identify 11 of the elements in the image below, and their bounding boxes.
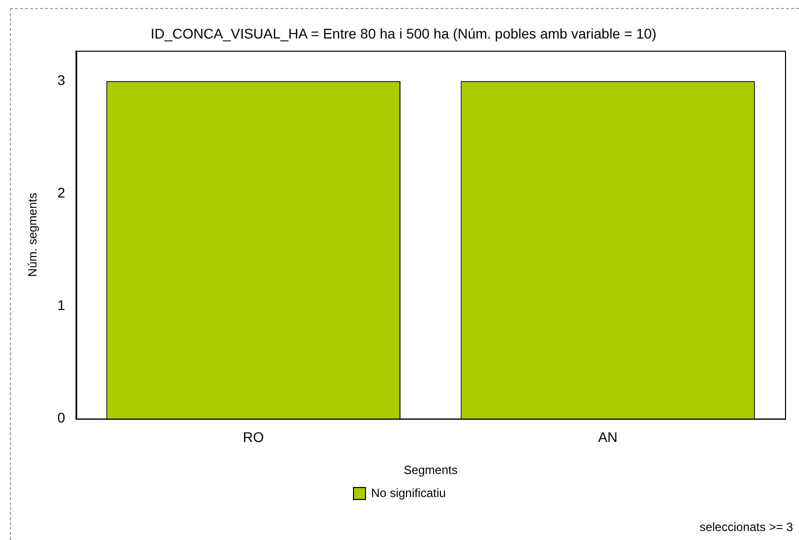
y-tick-label: 1 (57, 297, 66, 314)
text: seleccionats >= 3 (700, 520, 794, 534)
text: No significatiu (371, 486, 446, 500)
chart-title: ID_CONCA_VISUAL_HA = Entre 80 ha i 500 ha (Núm. pobles amb variable = 10) (150, 25, 656, 42)
x-axis-title: Segments (404, 463, 458, 478)
y-tick-label: 3 (57, 72, 66, 88)
y-axis-title: Núm. segments (26, 192, 40, 277)
y-tick-label: 2 (57, 184, 66, 201)
x-tick-label: AN (598, 429, 618, 446)
x-tick-label: RO (242, 429, 264, 446)
y-tick-label: 0 (57, 410, 66, 426)
